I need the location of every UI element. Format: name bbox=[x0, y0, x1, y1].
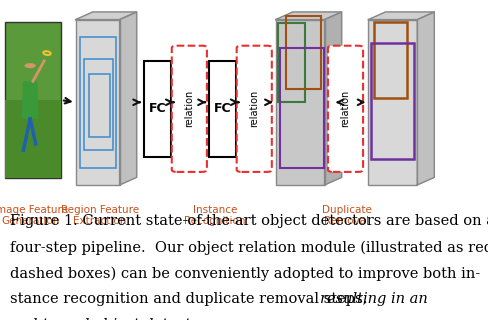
Text: Region Feature
Extraction: Region Feature Extraction bbox=[61, 204, 139, 226]
Text: relation: relation bbox=[249, 90, 259, 127]
FancyBboxPatch shape bbox=[237, 46, 272, 172]
Bar bbox=[209, 61, 236, 157]
Text: four-step pipeline.  Our object relation module (illustrated as red: four-step pipeline. Our object relation … bbox=[10, 240, 488, 255]
Bar bbox=[278, 23, 305, 102]
Bar bbox=[280, 49, 324, 168]
Bar bbox=[144, 61, 171, 157]
Bar bbox=[89, 74, 110, 137]
Polygon shape bbox=[276, 20, 325, 185]
Text: FC: FC bbox=[213, 102, 231, 115]
Text: relation: relation bbox=[184, 90, 194, 127]
Polygon shape bbox=[120, 12, 137, 185]
Text: dashed boxes) can be conveniently adopted to improve both in-: dashed boxes) can be conveniently adopte… bbox=[10, 266, 480, 281]
Bar bbox=[371, 43, 414, 159]
Bar bbox=[80, 37, 116, 168]
Polygon shape bbox=[76, 20, 120, 185]
Text: resulting in an: resulting in an bbox=[320, 292, 427, 306]
Polygon shape bbox=[325, 12, 342, 185]
Text: Instance
Recognition: Instance Recognition bbox=[184, 204, 245, 226]
Polygon shape bbox=[276, 12, 342, 20]
Text: Duplicate
Removal: Duplicate Removal bbox=[322, 204, 371, 226]
Polygon shape bbox=[76, 12, 137, 20]
Text: FC: FC bbox=[148, 102, 166, 115]
Polygon shape bbox=[417, 12, 434, 185]
Circle shape bbox=[24, 63, 36, 68]
Bar bbox=[84, 59, 113, 150]
Polygon shape bbox=[368, 12, 434, 20]
Polygon shape bbox=[22, 81, 39, 119]
Text: relation: relation bbox=[341, 90, 350, 127]
Text: end-to-end object detector.: end-to-end object detector. bbox=[10, 318, 209, 320]
Bar bbox=[5, 22, 61, 179]
Bar bbox=[286, 16, 321, 89]
Bar bbox=[5, 100, 61, 179]
Polygon shape bbox=[368, 20, 417, 185]
Text: Figure 1. Current state-of-the-art object detectors are based on a: Figure 1. Current state-of-the-art objec… bbox=[10, 214, 488, 228]
Text: Image Feature
Generation: Image Feature Generation bbox=[0, 204, 68, 226]
FancyBboxPatch shape bbox=[172, 46, 207, 172]
Bar bbox=[374, 22, 407, 98]
FancyBboxPatch shape bbox=[328, 46, 363, 172]
Text: stance recognition and duplicate removal steps,: stance recognition and duplicate removal… bbox=[10, 292, 372, 306]
